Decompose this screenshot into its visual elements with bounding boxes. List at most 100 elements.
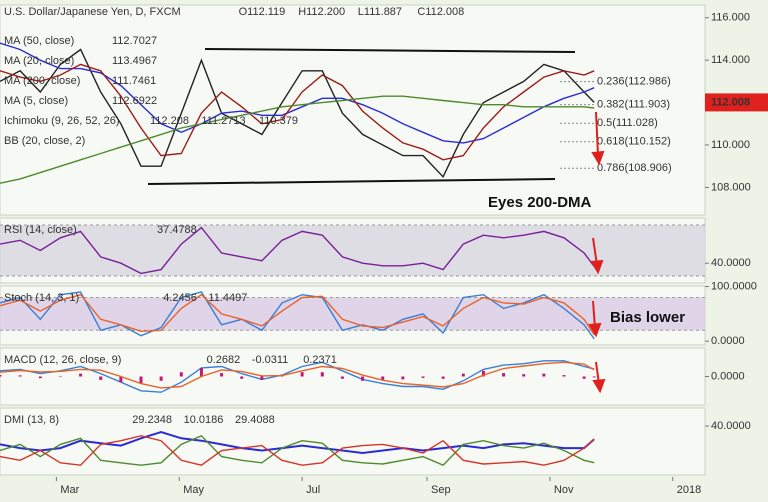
indicator-value: 29.4088 — [235, 414, 275, 426]
series-line — [0, 293, 595, 336]
panel-background — [0, 407, 706, 476]
histogram-bar — [119, 376, 123, 383]
study-name: MA (5, close) — [4, 95, 68, 107]
indicator-value: 29.2348 — [132, 414, 172, 426]
series-line — [0, 431, 595, 455]
trend-line — [204, 48, 576, 53]
y-tick-label: 40.0000 — [711, 257, 751, 269]
histogram-bar — [18, 375, 22, 377]
arrow-head — [588, 322, 602, 338]
legend-name: MA (20, close) — [4, 55, 74, 67]
fib-label: 0.5(111.028) — [597, 117, 658, 129]
histogram-bar — [159, 376, 163, 381]
series-line — [0, 360, 595, 393]
x-tick-label: Sep — [431, 484, 451, 496]
histogram-bar — [502, 373, 506, 377]
ohlc-value: C112.008 — [417, 6, 464, 18]
fib-label: 0.618(110.152) — [597, 136, 671, 148]
series-line — [0, 361, 595, 389]
histogram-bar — [441, 376, 445, 379]
indicator-value: 0.2682 — [207, 354, 241, 366]
study-value: 112.208 — [150, 115, 189, 127]
y-tick-label: 100.0000 — [711, 280, 757, 292]
legend-name: MA (200, close) — [4, 75, 80, 87]
ohlc-value: L111.887 — [358, 6, 402, 18]
histogram-bar — [38, 376, 42, 379]
arrow-head — [590, 259, 604, 275]
series-line — [0, 48, 595, 179]
y-tick-label: 108.000 — [711, 181, 751, 193]
histogram-bar — [401, 376, 405, 380]
indicator-value: -0.0311 — [252, 354, 288, 366]
annotation: Eyes 200-DMA — [488, 194, 592, 211]
x-tick-label: May — [183, 484, 204, 496]
x-tick-label: Mar — [60, 484, 79, 496]
series-line — [0, 42, 595, 144]
x-tick-label: 2018 — [677, 484, 701, 496]
indicator-title: DMI (13, 8) — [4, 414, 59, 426]
arrow — [592, 300, 596, 329]
indicator-value: 37.4788 — [157, 224, 197, 236]
histogram-bar — [220, 373, 224, 377]
study-name: BB (20, close, 2) — [4, 135, 85, 147]
arrow-head — [591, 150, 605, 166]
histogram-bar — [421, 376, 425, 378]
indicator-value: 4.2456 — [163, 292, 197, 304]
indicator-value: 10.0186 — [184, 414, 224, 426]
chart-title: U.S. Dollar/Japanese Yen, D, FXCM — [4, 6, 181, 18]
histogram-bar — [562, 375, 566, 377]
legend-name: MA (50, close) — [4, 35, 74, 47]
legend-value: 111.7461 — [112, 75, 156, 87]
histogram-bar — [592, 376, 596, 378]
fib-label: 0.236(112.986) — [597, 76, 671, 88]
series-line — [0, 435, 595, 466]
y-tick-label: 114.000 — [711, 54, 750, 66]
band — [0, 225, 705, 276]
study-name: Ichimoku (9, 26, 52, 26) — [4, 115, 120, 127]
fib-label: 0.382(111.903) — [597, 99, 670, 111]
histogram-bar — [199, 367, 203, 377]
histogram-bar — [582, 376, 586, 379]
series-line — [0, 291, 595, 340]
y-tick-label: 40.0000 — [711, 420, 751, 432]
indicator-value: 0.2371 — [303, 354, 337, 366]
histogram-bar — [179, 372, 183, 377]
histogram-bar — [240, 376, 244, 379]
ohlc-value: O112.119 — [239, 6, 286, 18]
histogram-bar — [461, 373, 465, 377]
histogram-bar — [99, 376, 103, 380]
x-tick-label: Jul — [306, 484, 320, 496]
y-tick-label: 0.0000 — [711, 335, 745, 347]
study-value: 111.2713 — [201, 115, 245, 127]
series-line — [0, 434, 595, 467]
annotation: Bias lower — [610, 309, 685, 326]
y-tick-label: 110.000 — [711, 139, 750, 151]
indicator-title: RSI (14, close) — [4, 224, 77, 236]
trend-line — [147, 178, 556, 185]
histogram-bar — [0, 375, 2, 377]
legend-value: 113.4967 — [112, 55, 157, 67]
histogram-bar — [522, 374, 526, 377]
arrows — [588, 111, 606, 394]
histogram-bar — [542, 373, 546, 377]
header: U.S. Dollar/Japanese Yen, D, FXCM O112.1… — [4, 6, 464, 18]
histogram-bar — [58, 375, 62, 377]
series-line — [0, 226, 595, 275]
fib-label: 0.786(108.906) — [597, 162, 672, 174]
indicator-title: MACD (12, 26, close, 9) — [4, 354, 121, 366]
ohlc-value: H112.200 — [298, 6, 345, 18]
x-tick-label: Nov — [554, 484, 574, 496]
panel-background — [0, 347, 706, 406]
histogram-bar — [381, 376, 385, 380]
histogram-bar — [361, 376, 365, 381]
histogram-bar — [139, 376, 143, 384]
y-tick-label: 0.0000 — [711, 370, 745, 382]
y-tick-label: 116.000 — [711, 12, 750, 24]
histogram-bar — [320, 372, 324, 377]
study-value: 110.379 — [259, 115, 298, 127]
indicator-title: Stoch (14, 3, 1) — [4, 292, 79, 304]
histogram-bar — [79, 373, 83, 377]
histogram-bar — [260, 376, 264, 380]
